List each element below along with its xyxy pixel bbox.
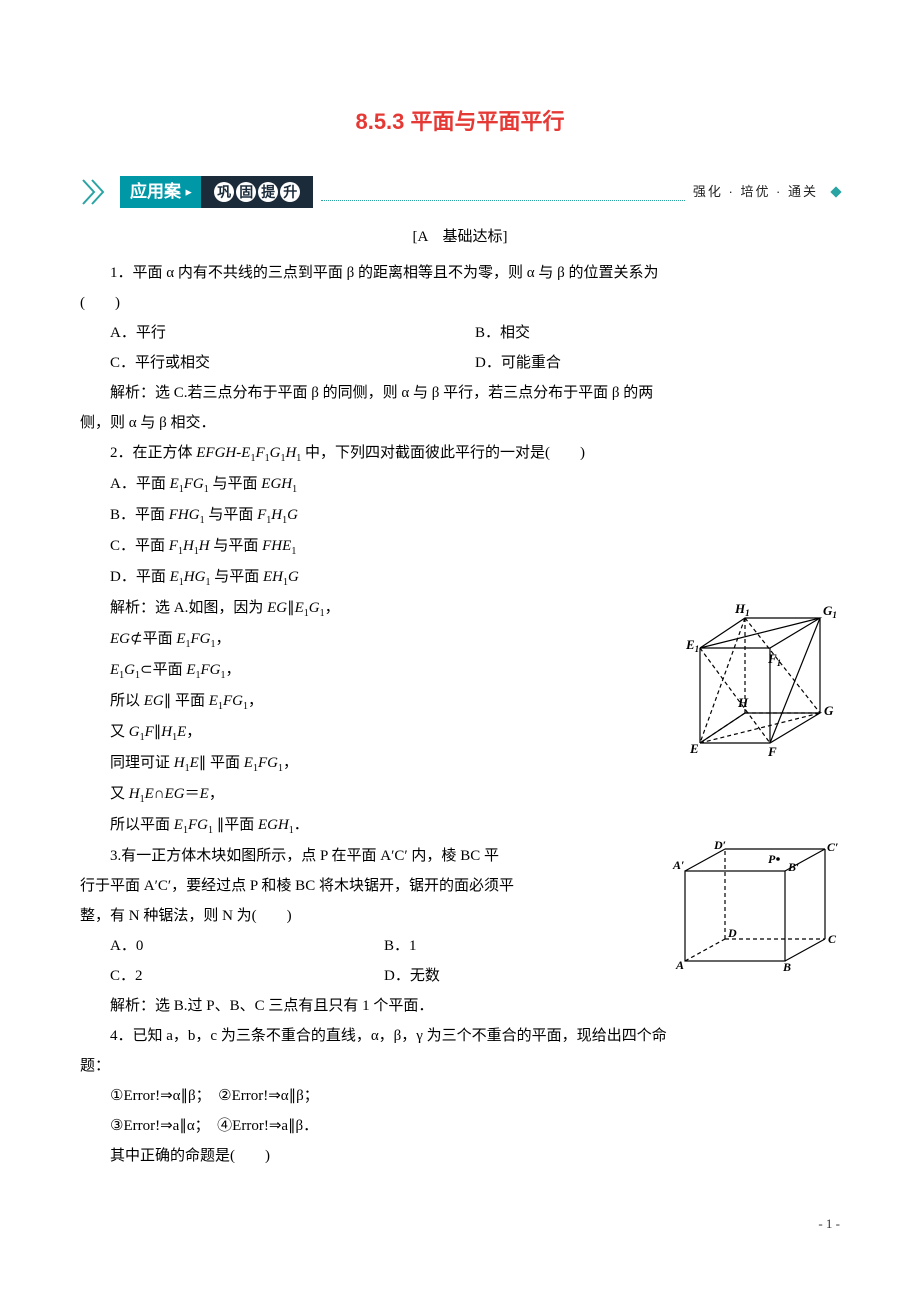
q2-optB: B．平面 FHG1 与平面 F1H1G	[80, 500, 840, 531]
q2b-mid: 与平面	[205, 507, 258, 523]
svg-text:C: C	[828, 932, 837, 946]
q2-stem: 2．在正方体 EFGH-E1F1G1H1 中，下列四对截面彼此平行的一对是( )	[80, 438, 840, 469]
q2c-pre: C．平面	[110, 538, 169, 554]
q2e6b: 平面	[206, 755, 244, 771]
q1-optA: A．平行	[80, 318, 475, 348]
svg-text:D: D	[727, 926, 737, 940]
q2e3: ⊂平面	[140, 662, 186, 678]
q2d-mid: 与平面	[210, 569, 263, 585]
q4-l1: ①Error!⇒α∥β； ②Error!⇒α∥β；	[80, 1081, 840, 1111]
svg-text:H: H	[737, 695, 749, 710]
svg-text:B: B	[782, 960, 791, 971]
q4-l3: 其中正确的命题是( )	[80, 1141, 840, 1171]
q2e6a: 同理可证	[110, 755, 174, 771]
svg-text:B′: B′	[787, 860, 799, 874]
q2-expl-8: 所以平面 E1FG1 ∥平面 EGH1．	[80, 810, 840, 841]
q2e8b: ∥平面	[213, 817, 258, 833]
circle-1: 巩	[214, 182, 234, 202]
page-number: - 1 -	[80, 1211, 840, 1237]
banner-left-text: 应用案	[130, 182, 181, 201]
circle-4: 升	[280, 182, 300, 202]
svg-text:E: E	[689, 741, 699, 756]
svg-text:P: P	[768, 852, 776, 866]
section-a-label: [A 基础达标]	[80, 222, 840, 252]
section-banner: 应用案 ▸ 巩 固 提 升 强化 · 培优 · 通关	[80, 174, 840, 210]
q2-optC: C．平面 F1H1H 与平面 FHE1	[80, 531, 840, 562]
q3-opts-row1: A．0 B．1	[80, 931, 658, 961]
q2-stem-b: 中，下列四对截面彼此平行的一对是( )	[301, 445, 585, 461]
q2e7: 又	[110, 786, 129, 802]
svg-text:A′: A′	[672, 858, 684, 872]
q2-figure: E F G H E1 F1 G1 H1	[680, 593, 840, 774]
circle-2: 固	[236, 182, 256, 202]
svg-text:A: A	[675, 958, 684, 971]
chevron-icon	[80, 174, 120, 210]
banner-left-label: 应用案 ▸	[120, 176, 201, 208]
q1-opts-row2: C．平行或相交 D．可能重合	[80, 348, 840, 378]
diamond-icon	[830, 186, 841, 197]
svg-text:E1: E1	[685, 637, 699, 654]
q4-stem2: 题：	[80, 1051, 840, 1081]
q2e5: 又	[110, 724, 129, 740]
q1-optC: C．平行或相交	[80, 348, 475, 378]
q3-optC: C．2	[80, 961, 384, 991]
svg-text:F: F	[767, 744, 777, 759]
page-title: 8.5.3 平面与平面平行	[80, 100, 840, 144]
q2a-mid: 与平面	[209, 476, 262, 492]
svg-text:H1: H1	[734, 601, 750, 618]
q1-ans-1: 解析：选 C.若三点分布于平面 β 的同侧，则 α 与 β 平行，若三点分布于平…	[80, 378, 840, 408]
q2e8a: 所以平面	[110, 817, 174, 833]
q2d-pre: D．平面	[110, 569, 170, 585]
q4-l2: ③Error!⇒a∥α； ④Error!⇒a∥β．	[80, 1111, 840, 1141]
banner-right-label: 强化 · 培优 · 通关	[693, 179, 818, 205]
q1-stem: 1．平面 α 内有不共线的三点到平面 β 的距离相等且不为零，则 α 与 β 的…	[80, 258, 840, 288]
q1-optB: B．相交	[475, 318, 840, 348]
q3-optA: A．0	[80, 931, 384, 961]
q3-ans: 解析：选 B.过 P、B、C 三点有且只有 1 个平面．	[80, 991, 840, 1021]
svg-text:D′: D′	[713, 841, 726, 852]
q3-optB: B．1	[384, 931, 658, 961]
circle-3: 提	[258, 182, 278, 202]
q4-stem1: 4．已知 a，b，c 为三条不重合的直线，α，β，γ 为三个不重合的平面，现给出…	[80, 1021, 840, 1051]
q3-optD: D．无数	[384, 961, 658, 991]
q2e1: 解析：选 A.如图，因为	[110, 600, 267, 616]
q2a-pre: A．平面	[110, 476, 170, 492]
q2e4a: 所以	[110, 693, 144, 709]
q2-optA: A．平面 E1FG1 与平面 EGH1	[80, 469, 840, 500]
q2b-pre: B．平面	[110, 507, 169, 523]
q1-opts-row1: A．平行 B．相交	[80, 318, 840, 348]
q2e4b: 平面	[171, 693, 209, 709]
q3-figure: A B C D A′ B′ C′ D′ P	[670, 841, 840, 982]
q2-expl-7: 又 H1E∩EG＝E，	[80, 779, 840, 810]
q1-stem-paren: ( )	[80, 288, 840, 318]
q2e2: ⊄平面	[130, 631, 176, 647]
banner-circles: 巩 固 提 升	[201, 176, 313, 208]
q3-opts-row2: C．2 D．无数	[80, 961, 658, 991]
svg-text:C′: C′	[827, 841, 838, 854]
q1-ans-2: 侧，则 α 与 β 相交．	[80, 408, 840, 438]
q1-optD: D．可能重合	[475, 348, 840, 378]
q2-stem-a: 2．在正方体	[110, 445, 196, 461]
svg-text:F1: F1	[767, 651, 781, 668]
svg-text:G: G	[824, 703, 834, 718]
banner-dotted-line	[321, 196, 685, 201]
q2c-mid: 与平面	[210, 538, 263, 554]
svg-text:G1: G1	[823, 603, 837, 620]
q2-optD: D．平面 E1HG1 与平面 EH1G	[80, 562, 840, 593]
